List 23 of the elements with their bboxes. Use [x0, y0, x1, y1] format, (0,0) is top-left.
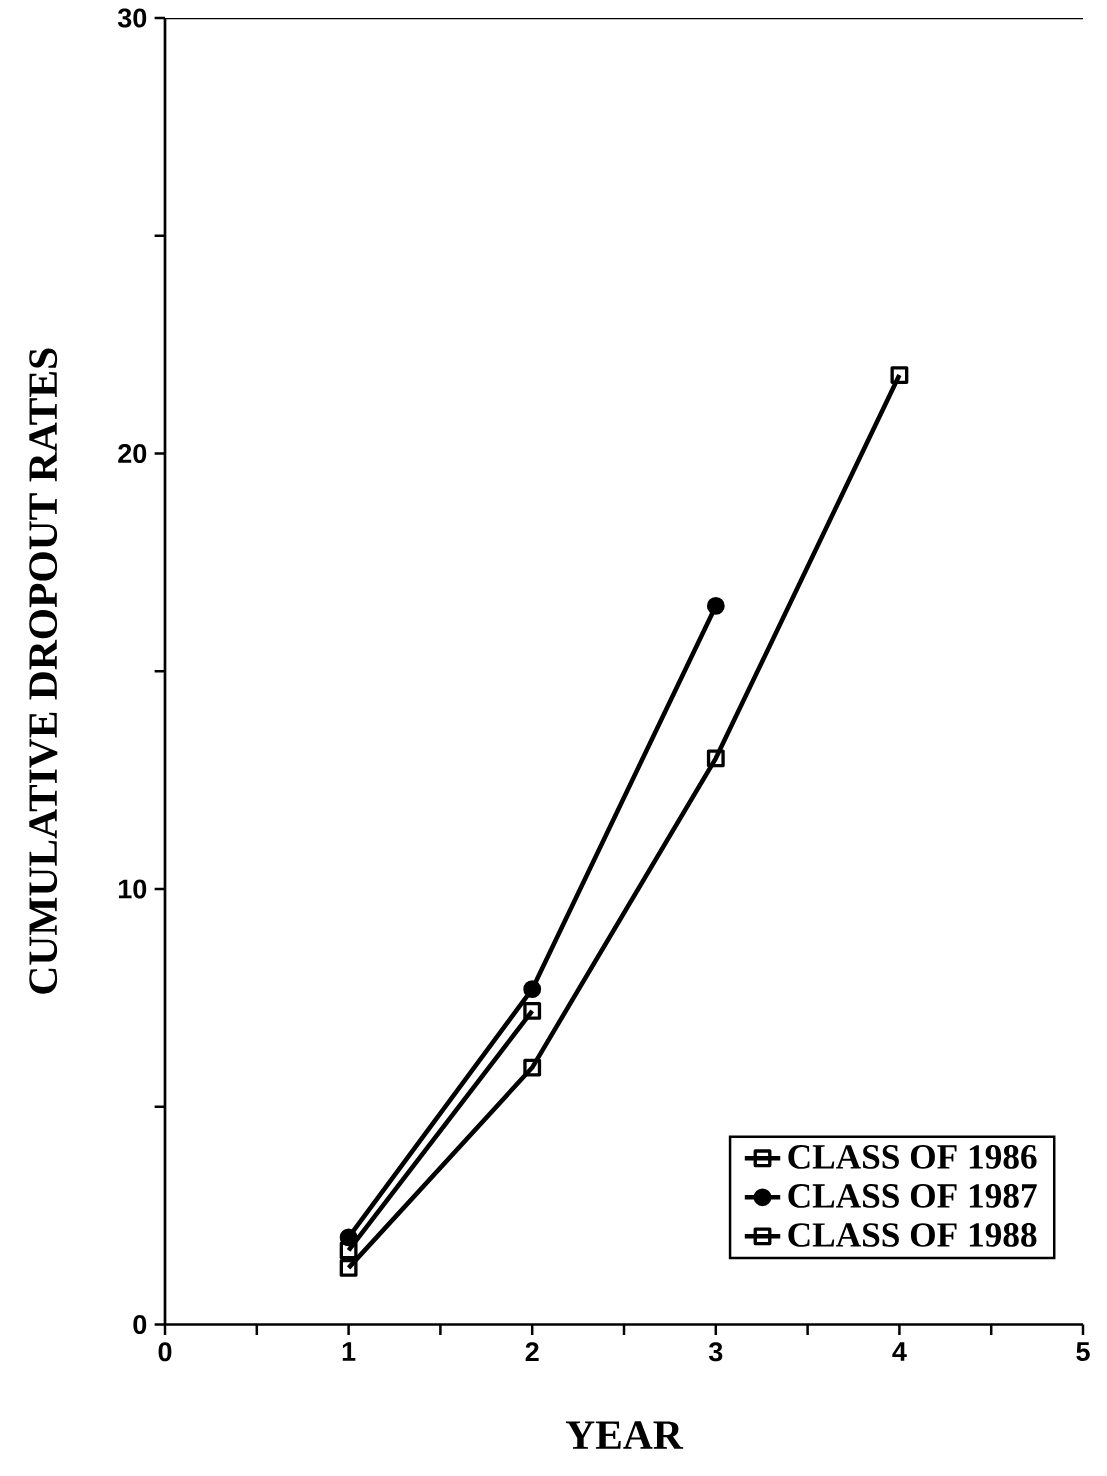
legend-label: CLASS OF 1988	[788, 1223, 1037, 1247]
point	[890, 366, 909, 385]
point	[523, 1058, 542, 1077]
point	[339, 1241, 358, 1260]
x-tick-label: 3	[708, 1342, 723, 1362]
x-axis-title: YEAR	[565, 1421, 684, 1449]
legend-label: CLASS OF 1987	[788, 1184, 1037, 1208]
x-tick-label: 2	[525, 1342, 539, 1362]
x-tick-label: 4	[892, 1342, 907, 1361]
y-tick-label: 0	[133, 1314, 147, 1335]
y-tick-label: 10	[118, 879, 147, 899]
y-tick-label: 30	[117, 8, 147, 28]
y-tick-label: 20	[118, 443, 147, 464]
x-tick-label: 1	[342, 1342, 356, 1361]
legend-label: CLASS OF 1986	[788, 1144, 1037, 1169]
point	[706, 749, 725, 768]
x-tick-label: 5	[1076, 1342, 1090, 1362]
point	[339, 1258, 358, 1277]
point	[523, 1002, 542, 1020]
x-tick-label: 0	[158, 1342, 172, 1362]
point	[523, 980, 542, 999]
y-axis-title: CUMULATIVE DROPOUT RATES	[29, 348, 58, 994]
point	[706, 596, 725, 615]
